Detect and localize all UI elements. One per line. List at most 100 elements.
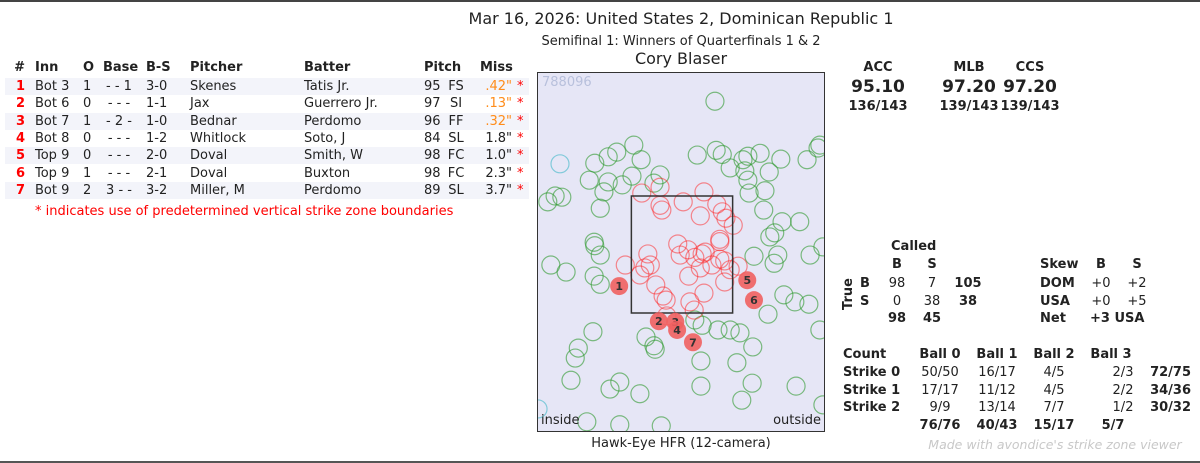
called-strike-point xyxy=(690,206,710,226)
called-strike-point xyxy=(715,272,735,292)
ball-strike-count: 1-2 xyxy=(146,130,168,146)
called-ball-point xyxy=(754,200,774,220)
miss-distance: 3.7" xyxy=(485,182,512,198)
row-number: 3 xyxy=(15,113,25,129)
called-ball-point xyxy=(568,338,588,358)
skew-strike-header: S xyxy=(1132,257,1142,272)
umpire-name: Cory Blaser xyxy=(634,49,728,68)
row-number: 4 xyxy=(15,130,25,146)
plot-svg: 1234567 xyxy=(538,91,824,431)
batter: Smith, W xyxy=(304,148,363,164)
called-ball-point xyxy=(598,172,618,192)
count-cell: 16/17 xyxy=(978,365,1016,380)
other-pitch-point xyxy=(538,399,548,419)
col-total: 45 xyxy=(922,311,942,326)
outs: 0 xyxy=(83,148,92,164)
called-strike-point xyxy=(707,194,727,214)
cell-value: 38 xyxy=(923,293,941,309)
missed-call-point xyxy=(649,312,668,331)
called-ball-point xyxy=(732,390,752,410)
base-state: - - 1 xyxy=(106,79,132,94)
miss-distance: 1.0" xyxy=(485,148,512,164)
column-header: # xyxy=(14,60,25,75)
accuracy-ratio: 139/143 xyxy=(939,99,999,114)
called-ball-point xyxy=(584,266,604,286)
row-band xyxy=(5,181,529,199)
called-ball-point xyxy=(556,262,576,282)
called-ball-point xyxy=(685,310,705,330)
called-strike-point xyxy=(716,208,736,228)
cell-value: 0 xyxy=(892,293,902,309)
predetermined-zone-marker: * xyxy=(517,148,524,164)
column-header: Pitch xyxy=(424,60,462,75)
called-ball-point xyxy=(813,237,824,257)
row-band xyxy=(5,112,529,130)
missed-call-point xyxy=(744,291,763,310)
pitch-velocity: 89 xyxy=(424,182,441,198)
called-strike-point xyxy=(615,255,635,275)
called-ball-point xyxy=(610,415,630,431)
called-ball-header: B xyxy=(892,257,902,272)
called-strike-point xyxy=(720,260,740,280)
outs: 0 xyxy=(83,96,92,112)
pitch-velocity: 84 xyxy=(424,130,441,146)
missed-call-point xyxy=(683,333,702,352)
row-total: 38 xyxy=(958,293,978,309)
strike-row-label: Strike 2 xyxy=(843,400,901,415)
called-ball-point xyxy=(565,348,585,368)
column-header: Batter xyxy=(304,60,351,75)
outside-label: outside xyxy=(773,413,821,428)
called-strike-point xyxy=(695,242,715,262)
pitcher: Skenes xyxy=(190,79,237,94)
count-cell: 2/2 xyxy=(1112,382,1134,398)
called-ball-point xyxy=(738,146,758,166)
called-ball-point xyxy=(771,149,791,169)
miss-distance: .42" xyxy=(485,79,512,94)
net-value: +3 USA xyxy=(1090,311,1145,326)
accuracy-ratio: 136/143 xyxy=(848,99,908,114)
called-ball-point xyxy=(590,198,610,218)
game-subtitle: Semifinal 1: Winners of Quarterfinals 1 … xyxy=(541,34,821,49)
skew-ball-header: B xyxy=(1096,257,1106,272)
called-ball-point xyxy=(774,285,794,305)
called-ball-point xyxy=(810,320,824,340)
accuracy-value: 97.20 xyxy=(942,77,996,97)
row-number: 2 xyxy=(15,96,25,112)
count-cell: 11/12 xyxy=(978,382,1016,398)
count-cell: 2/3 xyxy=(1112,365,1134,380)
called-ball-point xyxy=(727,353,747,373)
row-number: 7 xyxy=(15,182,25,198)
called-ball-point xyxy=(561,370,581,390)
called-strike-point xyxy=(632,183,652,203)
row-total: 30/32 xyxy=(1150,400,1191,415)
called-ball-point xyxy=(585,236,605,256)
called-strike-point xyxy=(638,244,658,264)
missed-call-label: 4 xyxy=(673,324,681,337)
count-cell: 17/17 xyxy=(921,382,959,398)
pitch-type: FC xyxy=(447,165,465,181)
called-ball-point xyxy=(738,170,758,190)
accuracy-label: ACC xyxy=(863,60,893,75)
called-ball-point xyxy=(585,153,605,173)
accuracy-label: CCS xyxy=(1015,60,1045,75)
called-ball-point xyxy=(552,187,572,207)
credit: Made with avondice's strike zone viewer xyxy=(928,437,1182,452)
missed-call-label: 5 xyxy=(743,274,751,287)
called-strike-header: S xyxy=(927,257,937,272)
column-header: Miss xyxy=(480,60,513,75)
called-ball-point xyxy=(583,322,603,342)
called-ball-point xyxy=(785,292,805,312)
pitcher: Jax xyxy=(190,96,210,112)
called-ball-point xyxy=(691,376,711,396)
pitcher: Bednar xyxy=(190,113,237,129)
skew-team: DOM xyxy=(1040,276,1075,291)
row-band xyxy=(5,147,529,165)
bottom-border xyxy=(0,461,1200,463)
row-band xyxy=(5,78,529,95)
called-strike-point xyxy=(728,256,748,276)
called-ball-point xyxy=(644,173,664,193)
col-total: 15/17 xyxy=(1033,418,1075,433)
called-ball-point xyxy=(733,150,753,170)
called-ball-point xyxy=(742,373,762,393)
pitcher: Whitlock xyxy=(190,130,247,146)
